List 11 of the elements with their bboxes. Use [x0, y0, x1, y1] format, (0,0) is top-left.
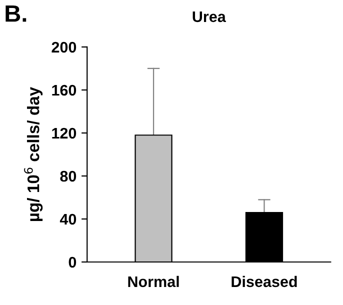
x-tick-label: Normal: [128, 276, 179, 288]
y-axis-title: µg/ 10$^{6}$ cells/ day: [24, 86, 43, 222]
chart-title: Urea: [192, 11, 226, 22]
y-tick-label: 40: [60, 214, 76, 225]
y-tick-label: 80: [60, 170, 76, 182]
text: B.: [6, 5, 26, 22]
y-tick-label: 0: [68, 256, 76, 268]
y-tick-label: 160: [52, 84, 76, 96]
y-tick-label: 120: [52, 128, 76, 139]
x-tick-label: Diseased: [232, 276, 297, 288]
y-tick-label: 200: [52, 42, 76, 53]
